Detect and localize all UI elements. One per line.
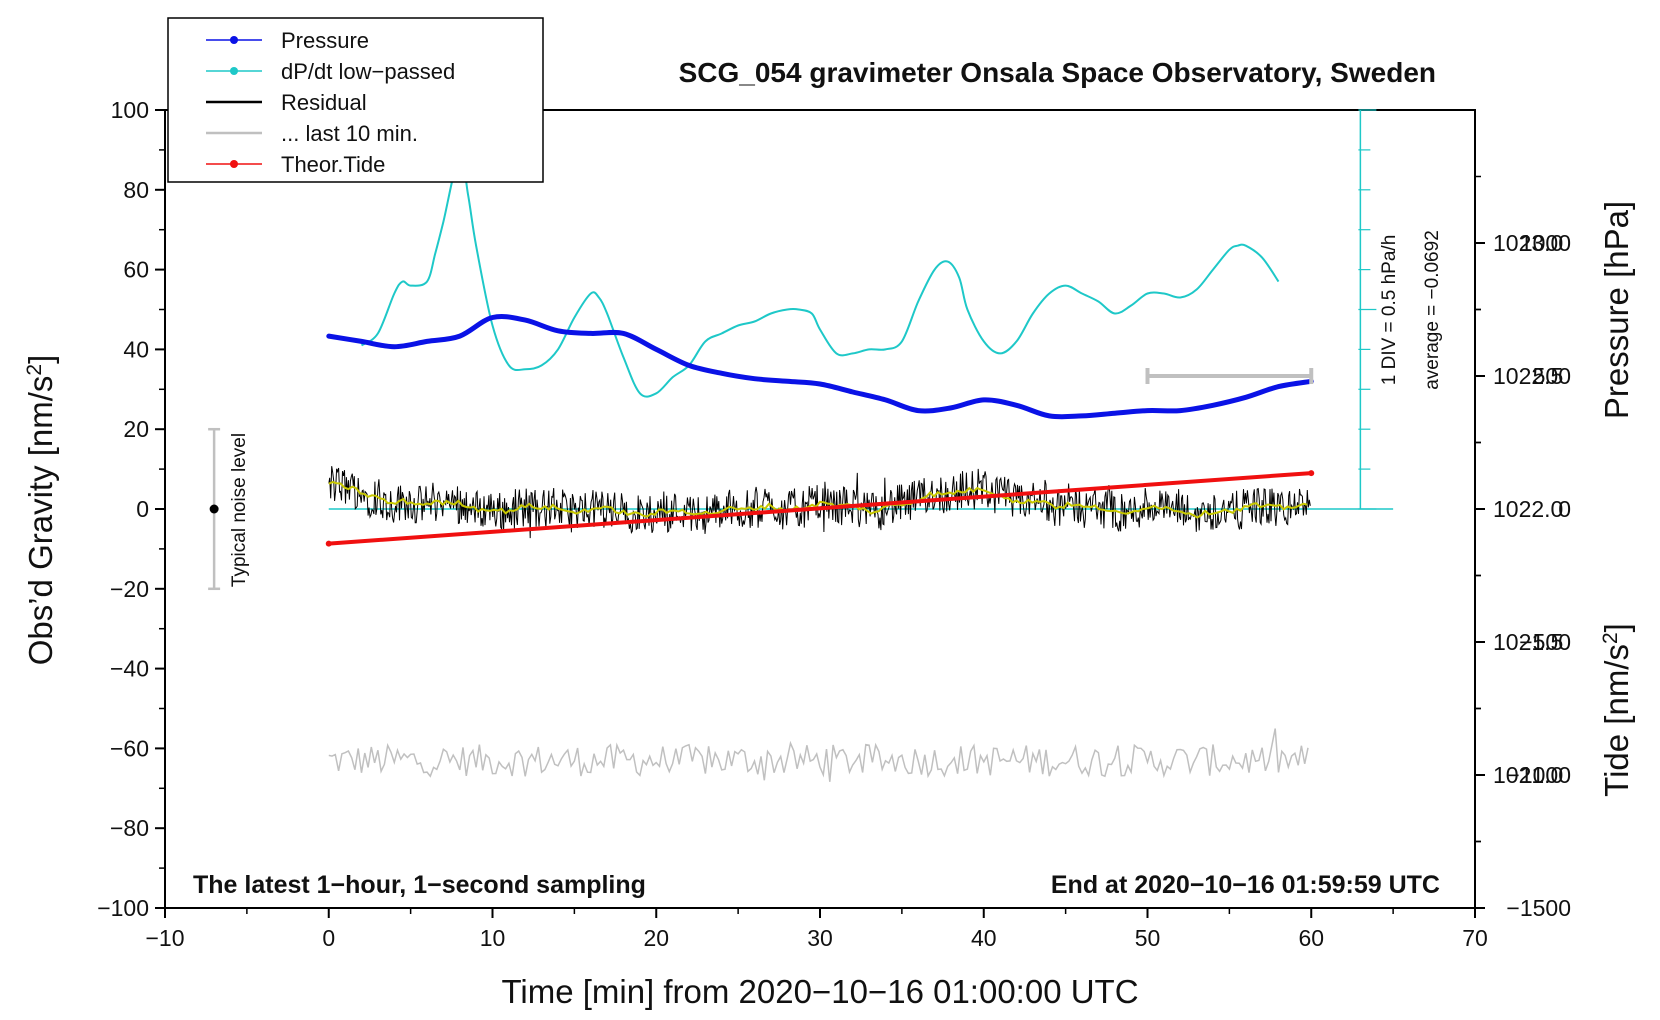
chart-title: SCG_054 gravimeter Onsala Space Observat… bbox=[679, 57, 1436, 88]
series-group bbox=[208, 152, 1394, 782]
legend-label: Theor.Tide bbox=[281, 152, 385, 177]
footer-left-text: The latest 1−hour, 1−second sampling bbox=[193, 871, 646, 899]
legend-marker bbox=[230, 67, 238, 75]
y-tick-label: 80 bbox=[123, 177, 149, 203]
tide-axis-label: Tide [nm/s2] bbox=[1598, 623, 1635, 797]
y-tick-label: 20 bbox=[123, 416, 149, 442]
legend: Pressure dP/dt low−passed Residual ... last… bbox=[167, 17, 544, 183]
y-tick-label: 40 bbox=[123, 336, 149, 362]
residual-line bbox=[328, 466, 1311, 539]
y-axis-label-main: Obs’d Gravity [nm/s bbox=[22, 376, 59, 666]
x-tick-label: −10 bbox=[145, 925, 184, 951]
y-tick-label: 100 bbox=[111, 97, 149, 123]
x-tick-label: 60 bbox=[1298, 925, 1324, 951]
footer-right-text: End at 2020−10−16 01:59:59 UTC bbox=[1051, 871, 1440, 899]
x-tick-label: 50 bbox=[1135, 925, 1161, 951]
y-axis-label: Obs’d Gravity [nm/s2] bbox=[22, 355, 59, 666]
tide-tick-label: 0 bbox=[1558, 496, 1571, 522]
x-tick-label: 70 bbox=[1462, 925, 1488, 951]
tide-tick-label: −500 bbox=[1519, 629, 1571, 655]
tide-axis-label-main: Tide [nm/s bbox=[1598, 644, 1635, 797]
x-tick-label: 20 bbox=[643, 925, 669, 951]
pressure-axis-ticks: 1021.0 1021.5 1022.0 1022.5 1023.0 bbox=[1475, 175, 1563, 843]
scale-bar-label: 1 DIV = 0.5 hPa/h bbox=[1379, 235, 1400, 386]
y-tick-label: −80 bbox=[110, 815, 149, 841]
tide-axis-label-end: ] bbox=[1598, 623, 1635, 632]
y-tick-label: 60 bbox=[123, 257, 149, 283]
noise-bar-center bbox=[209, 504, 219, 514]
pressure-tick-label: 1022.0 bbox=[1493, 496, 1563, 522]
last-10-min-line bbox=[328, 728, 1309, 782]
residual-mean-line bbox=[328, 481, 1308, 519]
legend-label: ... last 10 min. bbox=[281, 121, 418, 146]
legend-box bbox=[167, 17, 544, 183]
x-tick-label: 0 bbox=[322, 925, 335, 951]
tide-tick-label: −1500 bbox=[1506, 895, 1571, 921]
y-tick-label: −20 bbox=[110, 576, 149, 602]
x-tick-label: 40 bbox=[971, 925, 997, 951]
y-axis-label-end: ] bbox=[22, 355, 59, 364]
pressure-tick-label: 1022.5 bbox=[1493, 363, 1563, 389]
legend-label: Residual bbox=[281, 90, 367, 115]
average-label: average = −0.0692 bbox=[1422, 230, 1443, 390]
legend-label: Pressure bbox=[281, 28, 369, 53]
pressure-axis-label: Pressure [hPa] bbox=[1598, 201, 1635, 419]
x-axis-label: Time [min] from 2020−10−16 01:00:00 UTC bbox=[501, 973, 1138, 1010]
tide-tick-label: 1000 bbox=[1520, 230, 1571, 256]
y-axis-ticks: −100 −80 −60 −40 −20 0 20 40 60 80 100 bbox=[97, 97, 165, 921]
y-tick-label: −100 bbox=[97, 895, 149, 921]
dpdt-scale-bar bbox=[1358, 109, 1377, 510]
y-axis-label-sup: 2 bbox=[23, 364, 46, 376]
tide-tick-label: −1000 bbox=[1506, 762, 1571, 788]
pressure-tick-label: 1023.0 bbox=[1493, 230, 1563, 256]
x-tick-label: 10 bbox=[480, 925, 506, 951]
tide-axis-ticks: −1500 −1000 −500 0 500 1000 bbox=[1475, 230, 1571, 921]
y-tick-label: −40 bbox=[110, 656, 149, 682]
tide-end-point bbox=[1308, 470, 1315, 477]
legend-marker bbox=[230, 36, 238, 44]
y-tick-label: −60 bbox=[110, 735, 149, 761]
legend-marker bbox=[230, 160, 238, 168]
dpdt-line bbox=[360, 152, 1280, 398]
pressure-tick-label: 1021.5 bbox=[1493, 629, 1563, 655]
pressure-line bbox=[326, 313, 1314, 420]
legend-label: dP/dt low−passed bbox=[281, 59, 455, 84]
tide-tick-label: 500 bbox=[1533, 363, 1571, 389]
noise-level-label: Typical noise level bbox=[229, 433, 250, 587]
pressure-tick-label: 1021.0 bbox=[1493, 762, 1563, 788]
y-tick-label: 0 bbox=[136, 496, 149, 522]
tide-start-point bbox=[325, 540, 332, 547]
x-axis-ticks: −10 0 10 20 30 40 50 60 70 bbox=[145, 908, 1488, 951]
tide-axis-label-sup: 2 bbox=[1599, 632, 1622, 644]
tide-line bbox=[328, 471, 1312, 546]
x-tick-label: 30 bbox=[807, 925, 833, 951]
